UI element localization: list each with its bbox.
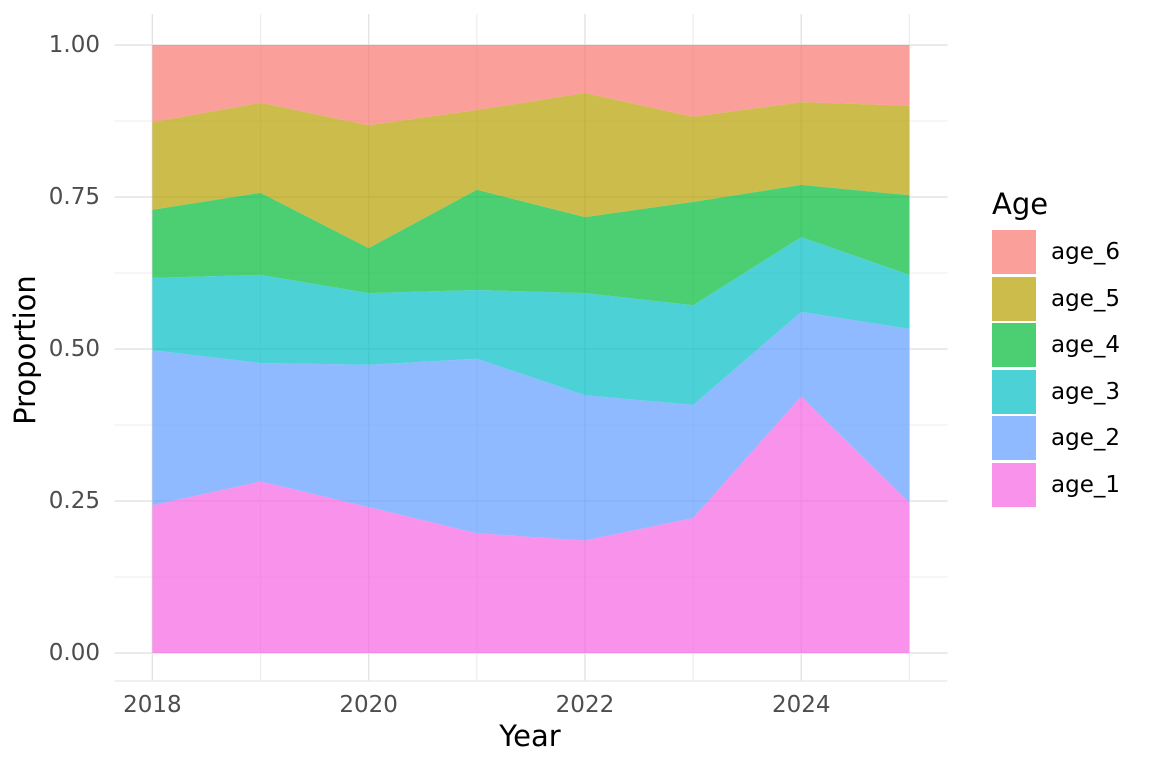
y-tick-label: 0.25 (49, 488, 100, 514)
legend-items: age_6 age_5 age_4 age_3 age_2 age_1 (992, 230, 1120, 507)
legend-label-age_6: age_6 (1051, 239, 1120, 266)
legend-label-age_2: age_2 (1051, 425, 1120, 452)
x-tick-label: 2020 (339, 692, 398, 718)
legend-label-age_4: age_4 (1051, 332, 1120, 359)
legend: Age age_6 age_5 age_4 age_3 age_2 age_1 (992, 187, 1120, 509)
x-tick-label: 2018 (123, 692, 182, 718)
legend-item-age_2: age_2 (992, 416, 1120, 461)
legend-label-age_3: age_3 (1051, 378, 1120, 405)
area-age_5 (152, 93, 910, 249)
area-age_1 (152, 396, 910, 653)
legend-item-age_6: age_6 (992, 230, 1120, 275)
area-age_4 (152, 184, 910, 306)
y-tick-label: 0.50 (49, 336, 100, 362)
legend-swatch-age_1 (992, 462, 1036, 507)
x-tick-label: 2024 (772, 692, 831, 718)
y-tick-label: 1.00 (49, 32, 100, 58)
legend-label-age_1: age_1 (1051, 471, 1120, 498)
legend-swatch-age_6 (992, 230, 1036, 275)
y-tick-label: 0.00 (49, 640, 100, 666)
x-tick-label: 2022 (556, 692, 615, 718)
x-axis-title: Year (499, 719, 561, 753)
legend-swatch-age_4 (992, 323, 1036, 368)
y-axis-title: Proportion (8, 275, 42, 425)
legend-item-age_4: age_4 (992, 323, 1120, 368)
legend-item-age_3: age_3 (992, 369, 1120, 414)
area-age_6 (152, 45, 910, 126)
legend-swatch-age_3 (992, 369, 1036, 414)
y-tick-label: 0.75 (49, 184, 100, 210)
legend-title: Age (992, 187, 1049, 221)
legend-swatch-age_5 (992, 276, 1036, 321)
legend-label-age_5: age_5 (1051, 285, 1120, 312)
legend-swatch-age_2 (992, 416, 1036, 461)
legend-item-age_5: age_5 (992, 276, 1120, 321)
legend-item-age_1: age_1 (992, 462, 1120, 507)
area-age_2 (152, 311, 910, 541)
area-age_3 (152, 237, 910, 405)
